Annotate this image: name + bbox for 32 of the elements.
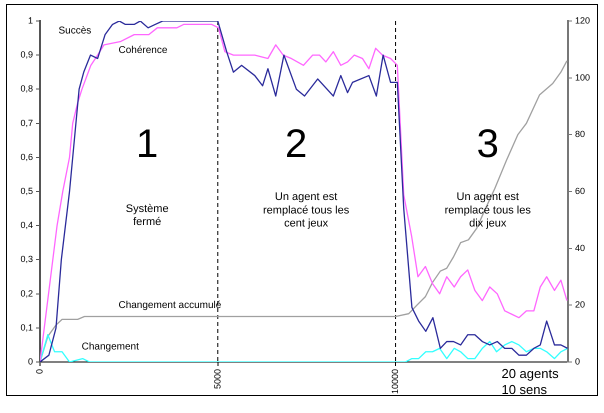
series-label: Succès	[58, 26, 92, 37]
y2-tick-label: 40	[575, 242, 586, 253]
series-label: Changement	[82, 342, 140, 353]
x-tick-label: 10000	[390, 369, 400, 394]
y-tick-label: 1	[28, 15, 33, 26]
annotation: 1	[136, 122, 158, 166]
x-tick-label: 0	[34, 369, 44, 374]
y-tick-label: 0,7	[20, 118, 33, 128]
y2-tick-label: 120	[575, 15, 590, 26]
annotation: Un agent est remplacé tous les dix jeux	[444, 191, 532, 230]
y-tick-label: 0,6	[20, 152, 33, 162]
y-tick-label: 0,9	[20, 50, 33, 60]
annotation: Un agent est remplacé tous les cent jeux	[263, 191, 350, 230]
text: 20 agents 10 sens	[501, 366, 560, 397]
x-tick-label: 5000	[212, 369, 222, 390]
annotation: 3	[476, 122, 499, 166]
series-label: Cohérence	[118, 45, 168, 56]
y-tick-label: 0,4	[20, 220, 33, 230]
y-tick-label: 0,8	[20, 84, 33, 94]
y2-tick-label: 60	[575, 186, 586, 196]
series-label: Changement accumulé	[118, 300, 222, 311]
y2-tick-label: 80	[575, 129, 586, 140]
y-tick-label: 0,2	[20, 288, 33, 298]
y-tick-label: 0,3	[20, 254, 33, 264]
annotation: 2	[284, 122, 308, 166]
annotation: Système fermé	[126, 202, 169, 228]
y-tick-label: 0,1	[20, 322, 33, 332]
y2-tick-label: 0	[575, 356, 580, 366]
y2-tick-label: 100	[575, 72, 590, 82]
y-tick-label: 0	[28, 356, 33, 366]
y2-tick-label: 20	[575, 300, 586, 310]
y-tick-label: 0,5	[20, 186, 33, 196]
